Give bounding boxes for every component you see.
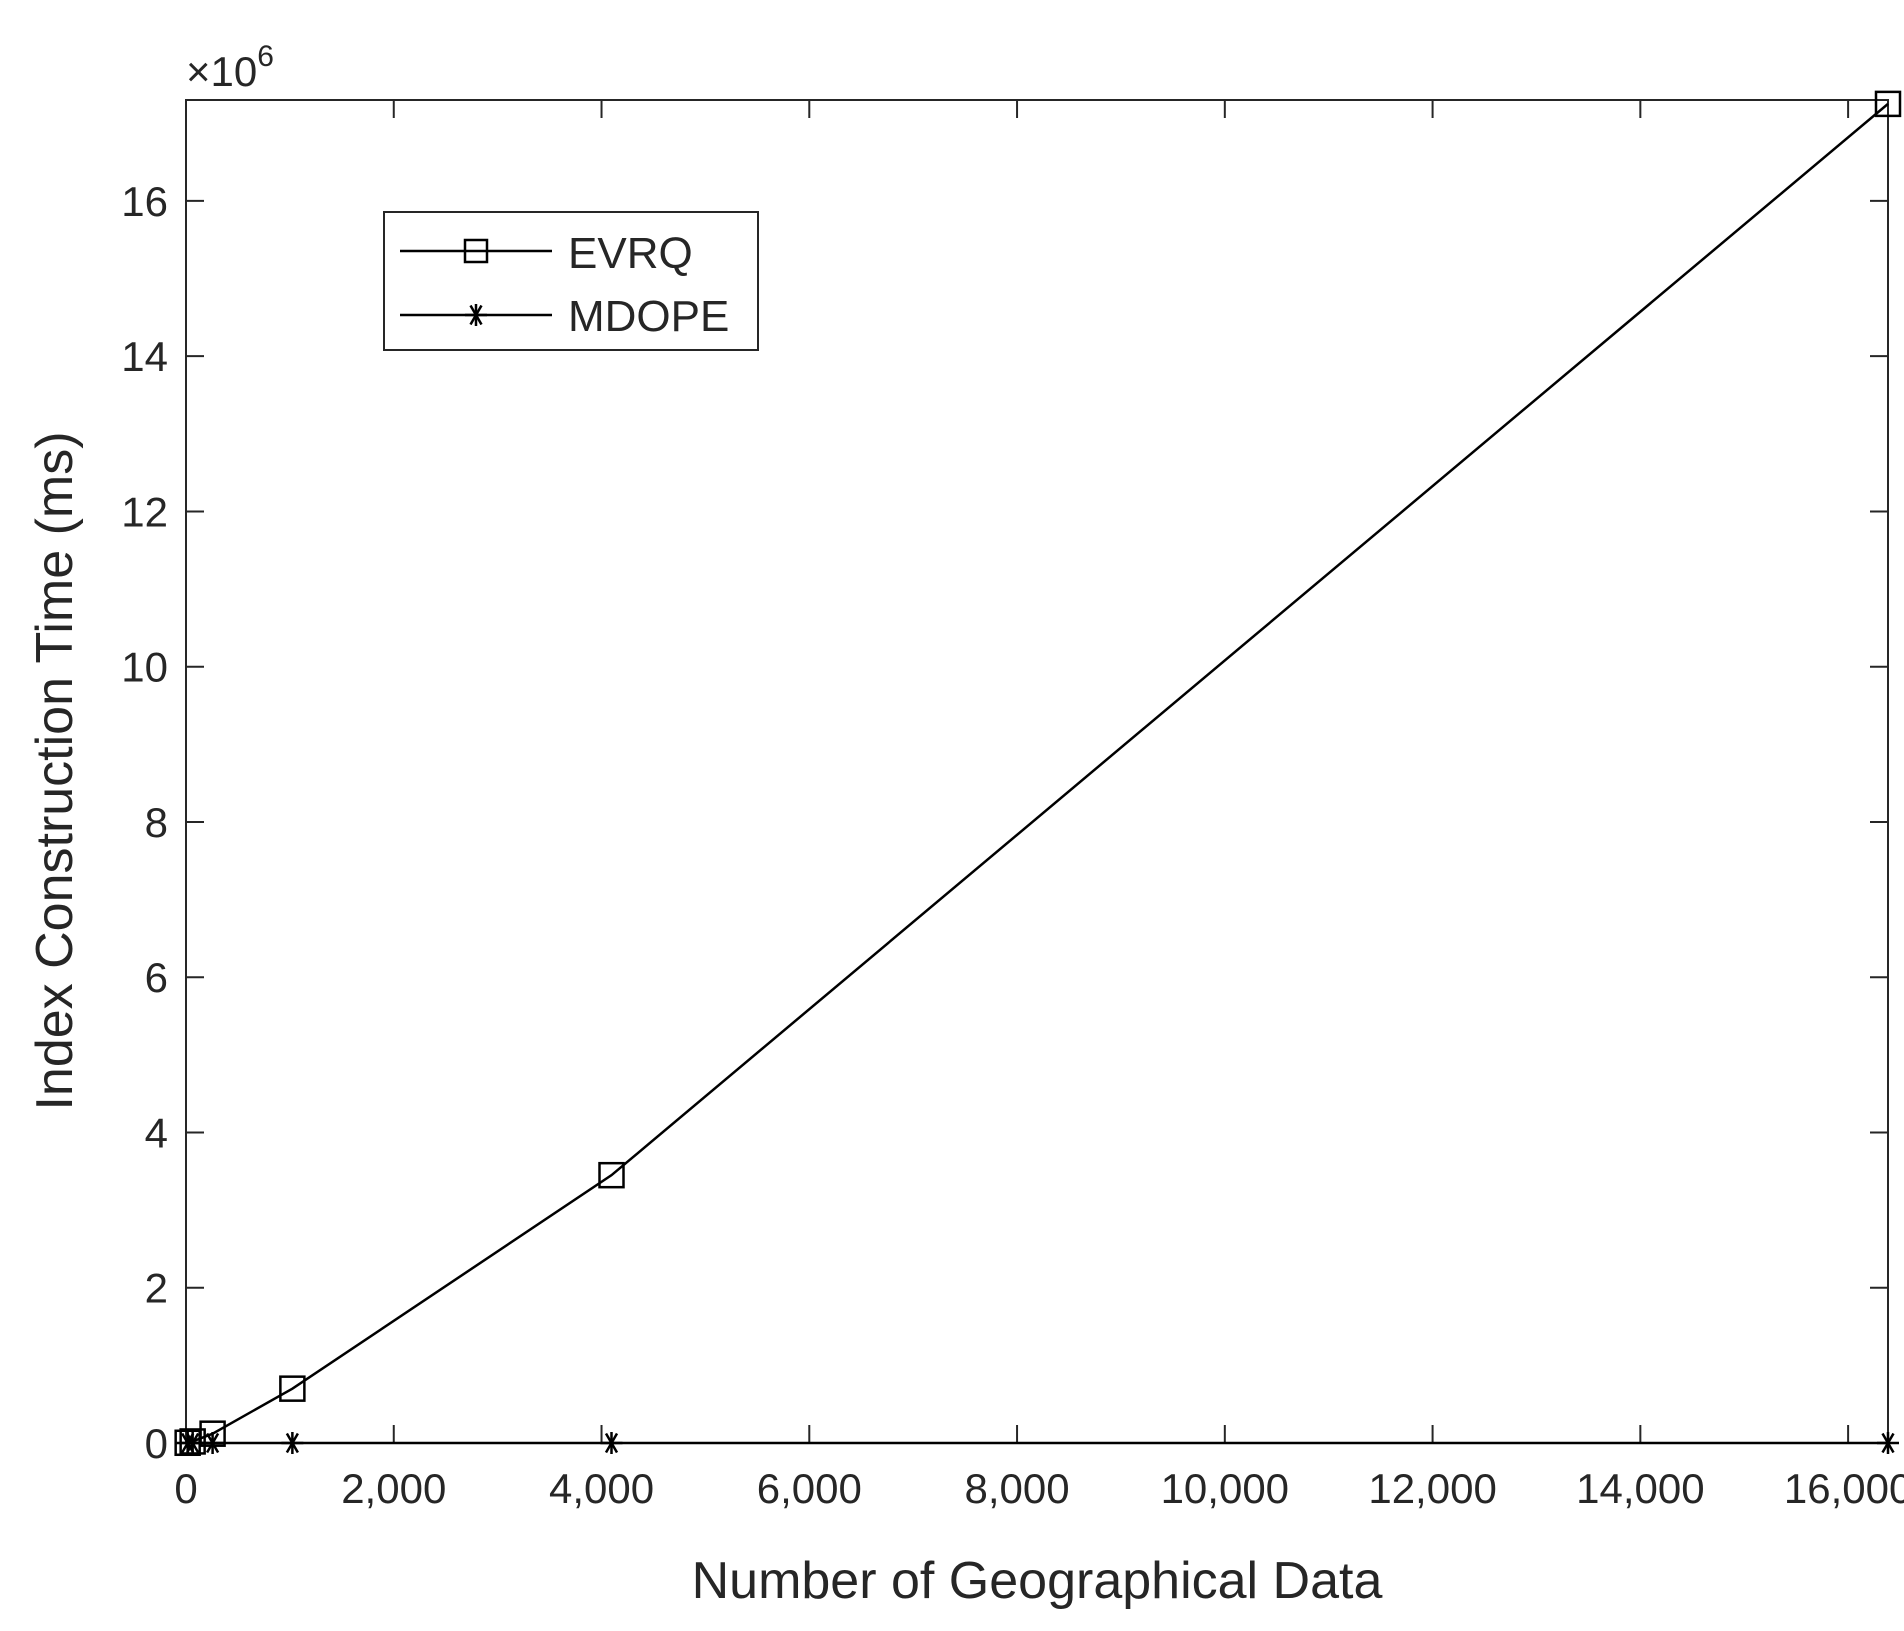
x-tick-label: 2,000 xyxy=(341,1465,446,1512)
series-layer xyxy=(174,90,1902,1457)
data-point-mdope xyxy=(281,1432,304,1454)
data-point-mdope xyxy=(201,1432,224,1454)
y-tick-label: 4 xyxy=(145,1109,168,1156)
data-point-mdope xyxy=(181,1432,204,1454)
x-tick-label: 6,000 xyxy=(757,1465,862,1512)
x-tick-label: 14,000 xyxy=(1576,1465,1704,1512)
data-point-evrq xyxy=(1874,90,1902,118)
y-tick-label: 6 xyxy=(145,954,168,1001)
y-tick-label: 2 xyxy=(145,1265,168,1312)
x-tick-label: 16,000 xyxy=(1784,1465,1904,1512)
y-tick-label: 12 xyxy=(121,488,168,535)
y-tick-label: 16 xyxy=(121,178,168,225)
y-axis-exponent-power: 6 xyxy=(257,40,274,73)
x-tick-label: 10,000 xyxy=(1161,1465,1289,1512)
x-tick-label: 0 xyxy=(174,1465,197,1512)
y-tick-label: 10 xyxy=(121,644,168,691)
y-axis-label: Index Construction Time (ms) xyxy=(26,431,84,1110)
axis-ticks: 0 2,000 4,000 6,000 8,000 10,000 12,000 14,000 1… xyxy=(121,100,1904,1512)
data-point-evrq xyxy=(598,1161,625,1189)
legend-marker-evrq xyxy=(463,238,489,264)
y-axis-exponent-base: ×10 xyxy=(186,48,257,95)
y-axis-exponent: ×106 xyxy=(186,40,274,95)
legend-asterisk xyxy=(465,304,487,326)
y-tick-label: 14 xyxy=(121,333,168,380)
data-point-evrq xyxy=(279,1375,306,1402)
legend-marker-mdope xyxy=(465,304,487,326)
x-axis-label: Number of Geographical Data xyxy=(692,1552,1383,1610)
x-tick-label: 8,000 xyxy=(965,1465,1070,1512)
x-tick-label: 12,000 xyxy=(1368,1465,1496,1512)
legend-label-mdope: MDOPE xyxy=(568,292,729,341)
x-tick-label: 4,000 xyxy=(549,1465,654,1512)
data-point-mdope xyxy=(600,1432,623,1454)
y-tick-label: 0 xyxy=(145,1420,168,1467)
legend-box xyxy=(383,211,759,351)
legend: EVRQ MDOPE xyxy=(383,211,759,351)
data-point-mdope xyxy=(1877,1432,1899,1454)
y-tick-label: 8 xyxy=(145,799,168,846)
legend-label-evrq: EVRQ xyxy=(568,229,693,278)
